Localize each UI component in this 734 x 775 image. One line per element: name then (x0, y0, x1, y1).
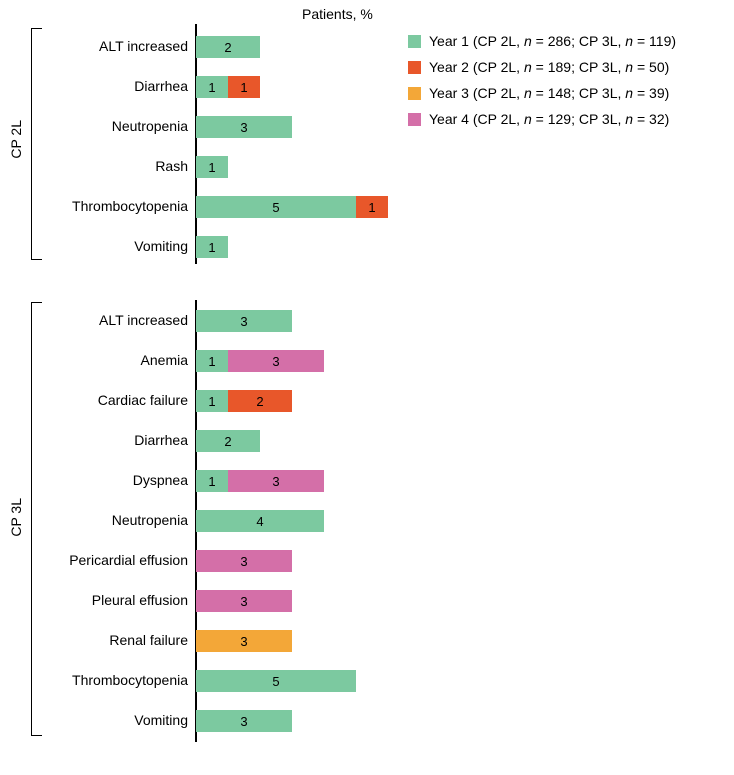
bar-segment: 1 (196, 350, 228, 372)
row-label: Renal failure (109, 632, 188, 648)
row-label: Anemia (141, 352, 188, 368)
row-label: Dyspnea (133, 472, 188, 488)
row-label: Rash (155, 158, 188, 174)
chart-row: Neutropenia 3 (0, 116, 734, 138)
row-bars: 2 (196, 36, 260, 58)
chart-row: Vomiting 3 (0, 710, 734, 732)
chart-row: Pericardial effusion 3 (0, 550, 734, 572)
bar-segment: 1 (196, 236, 228, 258)
bar-segment: 4 (196, 510, 324, 532)
x-axis-title: Patients, % (302, 6, 373, 22)
row-bars: 3 (196, 710, 292, 732)
row-bars: 3 (196, 590, 292, 612)
legend-swatch (408, 61, 421, 74)
row-bars: 3 (196, 116, 292, 138)
bar-segment: 5 (196, 196, 356, 218)
row-label: Diarrhea (134, 432, 188, 448)
bar-segment: 3 (196, 590, 292, 612)
row-bars: 1 (196, 156, 228, 178)
row-bars: 3 (196, 550, 292, 572)
chart-row: Dyspnea 13 (0, 470, 734, 492)
row-label: Thrombocytopenia (72, 198, 188, 214)
chart-row: Vomiting 1 (0, 236, 734, 258)
bar-segment: 3 (228, 350, 324, 372)
row-label: Pericardial effusion (69, 552, 188, 568)
row-label: Thrombocytopenia (72, 672, 188, 688)
bar-segment: 1 (196, 390, 228, 412)
row-label: Neutropenia (112, 118, 188, 134)
chart-row: Diarrhea 2 (0, 430, 734, 452)
chart-row: Pleural effusion 3 (0, 590, 734, 612)
chart-row: Thrombocytopenia 5 (0, 670, 734, 692)
bar-segment: 2 (196, 430, 260, 452)
row-bars: 13 (196, 470, 324, 492)
row-label: Cardiac failure (98, 392, 188, 408)
chart-row: Rash 1 (0, 156, 734, 178)
row-bars: 1 (196, 236, 228, 258)
chart-row: Anemia 13 (0, 350, 734, 372)
row-bars: 3 (196, 630, 292, 652)
row-bars: 51 (196, 196, 388, 218)
row-label: Neutropenia (112, 512, 188, 528)
row-label: ALT increased (99, 38, 188, 54)
bar-segment: 3 (196, 710, 292, 732)
chart-row: Cardiac failure 12 (0, 390, 734, 412)
row-bars: 3 (196, 310, 292, 332)
chart-row: Diarrhea 11 (0, 76, 734, 98)
chart-row: ALT increased 3 (0, 310, 734, 332)
bar-segment: 1 (356, 196, 388, 218)
chart-row: Neutropenia 4 (0, 510, 734, 532)
bar-segment: 2 (228, 390, 292, 412)
bar-segment: 3 (196, 116, 292, 138)
y-axis-line (195, 24, 197, 264)
bar-segment: 5 (196, 670, 356, 692)
row-bars: 4 (196, 510, 324, 532)
row-label: Vomiting (134, 238, 188, 254)
bar-segment: 1 (196, 76, 228, 98)
bar-segment: 3 (196, 550, 292, 572)
row-bars: 5 (196, 670, 356, 692)
row-label: Vomiting (134, 712, 188, 728)
bar-segment: 1 (196, 156, 228, 178)
chart-container: Patients, % Year 1 (CP 2L, n = 286; CP 3… (0, 0, 734, 775)
row-bars: 11 (196, 76, 260, 98)
row-bars: 2 (196, 430, 260, 452)
row-bars: 13 (196, 350, 324, 372)
bar-segment: 2 (196, 36, 260, 58)
chart-row: Renal failure 3 (0, 630, 734, 652)
row-label: Diarrhea (134, 78, 188, 94)
chart-row: Thrombocytopenia 51 (0, 196, 734, 218)
group-bracket (31, 28, 42, 260)
row-label: Pleural effusion (92, 592, 188, 608)
bar-segment: 3 (228, 470, 324, 492)
bar-segment: 3 (196, 310, 292, 332)
row-bars: 12 (196, 390, 292, 412)
bar-segment: 3 (196, 630, 292, 652)
bar-segment: 1 (228, 76, 260, 98)
chart-row: ALT increased 2 (0, 36, 734, 58)
row-label: ALT increased (99, 312, 188, 328)
bar-segment: 1 (196, 470, 228, 492)
